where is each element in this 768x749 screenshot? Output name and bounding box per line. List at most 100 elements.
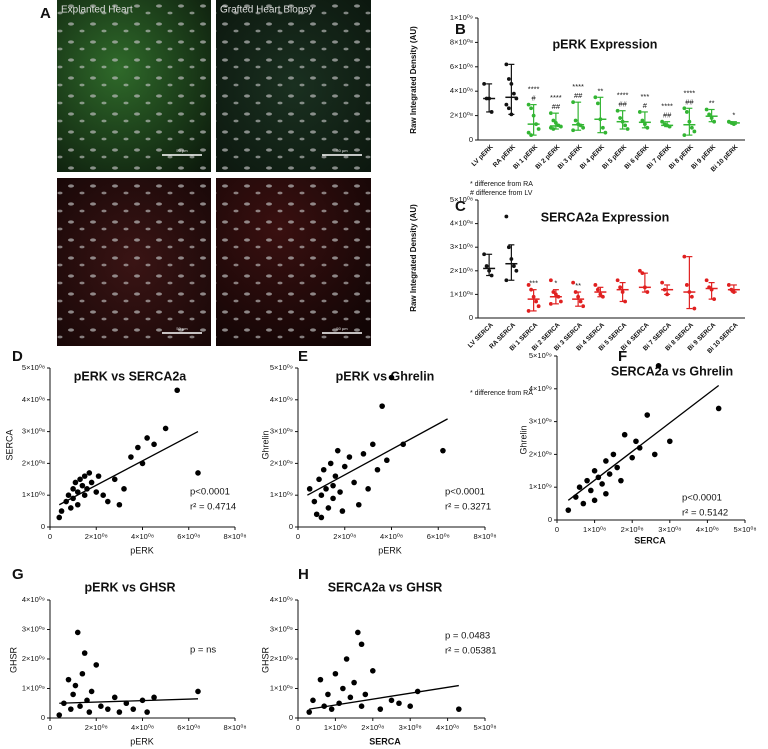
data-point bbox=[610, 451, 617, 458]
x-tick-label: 6×10⁰⁸ bbox=[177, 723, 200, 732]
y-tick-label: 1×10⁰⁹ bbox=[22, 683, 45, 692]
data-point bbox=[571, 280, 576, 285]
data-point bbox=[81, 492, 88, 499]
y-axis-label: Ghrelin bbox=[260, 430, 270, 459]
data-point bbox=[318, 492, 325, 499]
annotation: p = ns bbox=[190, 645, 216, 656]
data-point bbox=[731, 122, 736, 127]
x-tick-label: 2×10⁰⁸ bbox=[333, 532, 356, 541]
data-point bbox=[712, 119, 717, 124]
data-point bbox=[351, 479, 357, 486]
x-tick-label: 5×10⁰⁸ bbox=[473, 723, 496, 732]
data-point bbox=[74, 489, 81, 495]
significance-mark: # bbox=[532, 94, 537, 103]
data-point bbox=[558, 124, 563, 129]
data-point bbox=[553, 292, 558, 297]
annotation: p<0.0001 bbox=[445, 487, 485, 498]
data-point bbox=[709, 116, 714, 120]
data-point bbox=[625, 127, 630, 131]
annotation: r² = 0.3271 bbox=[445, 502, 491, 513]
data-point bbox=[339, 508, 346, 514]
data-point bbox=[95, 473, 102, 479]
data-point bbox=[514, 268, 519, 273]
y-tick-label: 0 bbox=[289, 522, 293, 531]
y-tick-label: 5×10⁰⁸ bbox=[22, 363, 45, 372]
data-point bbox=[591, 468, 598, 474]
data-point bbox=[506, 245, 511, 250]
y-tick-label: 3×10⁰⁸ bbox=[22, 427, 45, 436]
significance-mark: ** bbox=[709, 98, 715, 107]
data-point bbox=[88, 688, 95, 695]
data-point bbox=[81, 650, 88, 656]
data-point bbox=[578, 123, 583, 128]
data-point bbox=[81, 473, 88, 479]
data-point bbox=[489, 273, 494, 278]
x-tick-label: 6×10⁰⁸ bbox=[427, 532, 450, 541]
x-tick-label: 8×10⁰⁸ bbox=[223, 723, 246, 732]
data-point bbox=[56, 712, 63, 718]
data-point bbox=[509, 81, 514, 86]
data-point bbox=[327, 460, 334, 467]
data-point bbox=[558, 299, 563, 304]
data-point bbox=[135, 444, 141, 451]
footnote: * difference from RA bbox=[470, 390, 533, 397]
data-point bbox=[600, 294, 605, 299]
y-axis-label: Ghrelin bbox=[518, 425, 528, 454]
data-point bbox=[396, 700, 402, 707]
data-point bbox=[651, 451, 658, 458]
y-tick-label: 0 bbox=[41, 522, 45, 531]
y-tick-label: 4×10⁰⁹ bbox=[529, 384, 552, 393]
data-point bbox=[377, 706, 384, 712]
significance-mark: ** bbox=[597, 86, 603, 95]
data-point bbox=[121, 486, 127, 492]
data-point bbox=[317, 676, 324, 683]
data-point bbox=[325, 691, 331, 698]
data-point bbox=[551, 127, 556, 131]
data-point bbox=[576, 484, 583, 491]
y-tick-label: 3×10⁰⁹ bbox=[529, 417, 552, 426]
data-point bbox=[334, 447, 341, 454]
y-tick-label: 8×10⁰⁸ bbox=[450, 37, 473, 46]
significance-mark: **** bbox=[684, 88, 696, 97]
data-point bbox=[633, 438, 639, 445]
y-tick-label: 0 bbox=[469, 313, 473, 322]
significance-mark: **** bbox=[661, 102, 673, 111]
data-point bbox=[644, 412, 651, 418]
data-point bbox=[637, 110, 642, 114]
y-tick-label: 1×10⁰⁹ bbox=[270, 490, 293, 499]
data-point bbox=[598, 117, 603, 122]
data-point bbox=[623, 123, 628, 128]
data-point bbox=[645, 290, 650, 294]
x-tick-label: 0 bbox=[48, 723, 52, 732]
data-point bbox=[506, 106, 511, 111]
data-point bbox=[620, 119, 625, 124]
x-tick-label: 2×10⁰⁸ bbox=[621, 525, 644, 534]
data-point bbox=[355, 501, 362, 508]
y-tick-label: 2×10⁰⁸ bbox=[450, 111, 473, 120]
y-axis-label: Raw Integrated Density (AU) bbox=[409, 204, 418, 312]
data-point bbox=[526, 309, 531, 313]
panel-letter: F bbox=[618, 348, 627, 365]
data-point bbox=[100, 492, 106, 499]
fit-line bbox=[307, 418, 448, 496]
annotation: r² = 0.05381 bbox=[445, 646, 497, 657]
data-point bbox=[684, 283, 689, 287]
data-point bbox=[529, 106, 534, 111]
y-tick-label: 4×10⁰⁸ bbox=[450, 219, 473, 228]
y-tick-label: 6×10⁰⁸ bbox=[450, 62, 473, 71]
data-point bbox=[534, 122, 539, 127]
data-point bbox=[325, 505, 332, 511]
data-point bbox=[330, 495, 336, 502]
data-point bbox=[310, 697, 316, 704]
data-point bbox=[111, 476, 118, 483]
data-point bbox=[105, 498, 111, 505]
x-axis-label: pERK bbox=[130, 736, 154, 746]
data-point bbox=[316, 476, 322, 483]
data-point bbox=[640, 271, 645, 276]
chart-title: pERK Expression bbox=[553, 37, 658, 51]
data-point bbox=[162, 425, 169, 432]
significance-mark: **** bbox=[572, 82, 584, 91]
data-point bbox=[482, 81, 487, 86]
data-point bbox=[440, 447, 446, 454]
